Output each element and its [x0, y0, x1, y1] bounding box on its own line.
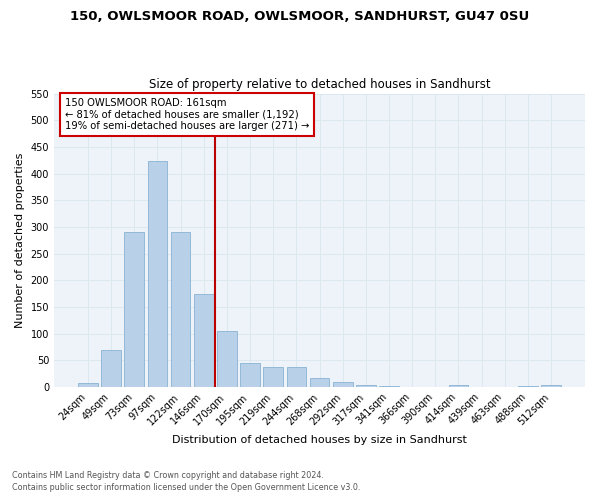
Y-axis label: Number of detached properties: Number of detached properties — [15, 152, 25, 328]
Bar — [541, 386, 561, 387]
Bar — [217, 332, 237, 387]
Bar — [379, 386, 399, 387]
Bar — [518, 386, 538, 387]
X-axis label: Distribution of detached houses by size in Sandhurst: Distribution of detached houses by size … — [172, 435, 467, 445]
Bar — [356, 386, 376, 387]
Text: 150, OWLSMOOR ROAD, OWLSMOOR, SANDHURST, GU47 0SU: 150, OWLSMOOR ROAD, OWLSMOOR, SANDHURST,… — [70, 10, 530, 23]
Title: Size of property relative to detached houses in Sandhurst: Size of property relative to detached ho… — [149, 78, 490, 91]
Bar — [263, 366, 283, 387]
Bar — [124, 232, 144, 387]
Bar — [240, 364, 260, 387]
Bar — [287, 367, 306, 387]
Bar — [194, 294, 214, 387]
Bar — [333, 382, 353, 387]
Bar — [449, 385, 468, 387]
Bar — [171, 232, 190, 387]
Bar — [310, 378, 329, 387]
Text: 150 OWLSMOOR ROAD: 161sqm
← 81% of detached houses are smaller (1,192)
19% of se: 150 OWLSMOOR ROAD: 161sqm ← 81% of detac… — [65, 98, 309, 131]
Bar — [148, 161, 167, 387]
Text: Contains HM Land Registry data © Crown copyright and database right 2024.
Contai: Contains HM Land Registry data © Crown c… — [12, 471, 361, 492]
Bar — [101, 350, 121, 387]
Bar — [78, 382, 98, 387]
